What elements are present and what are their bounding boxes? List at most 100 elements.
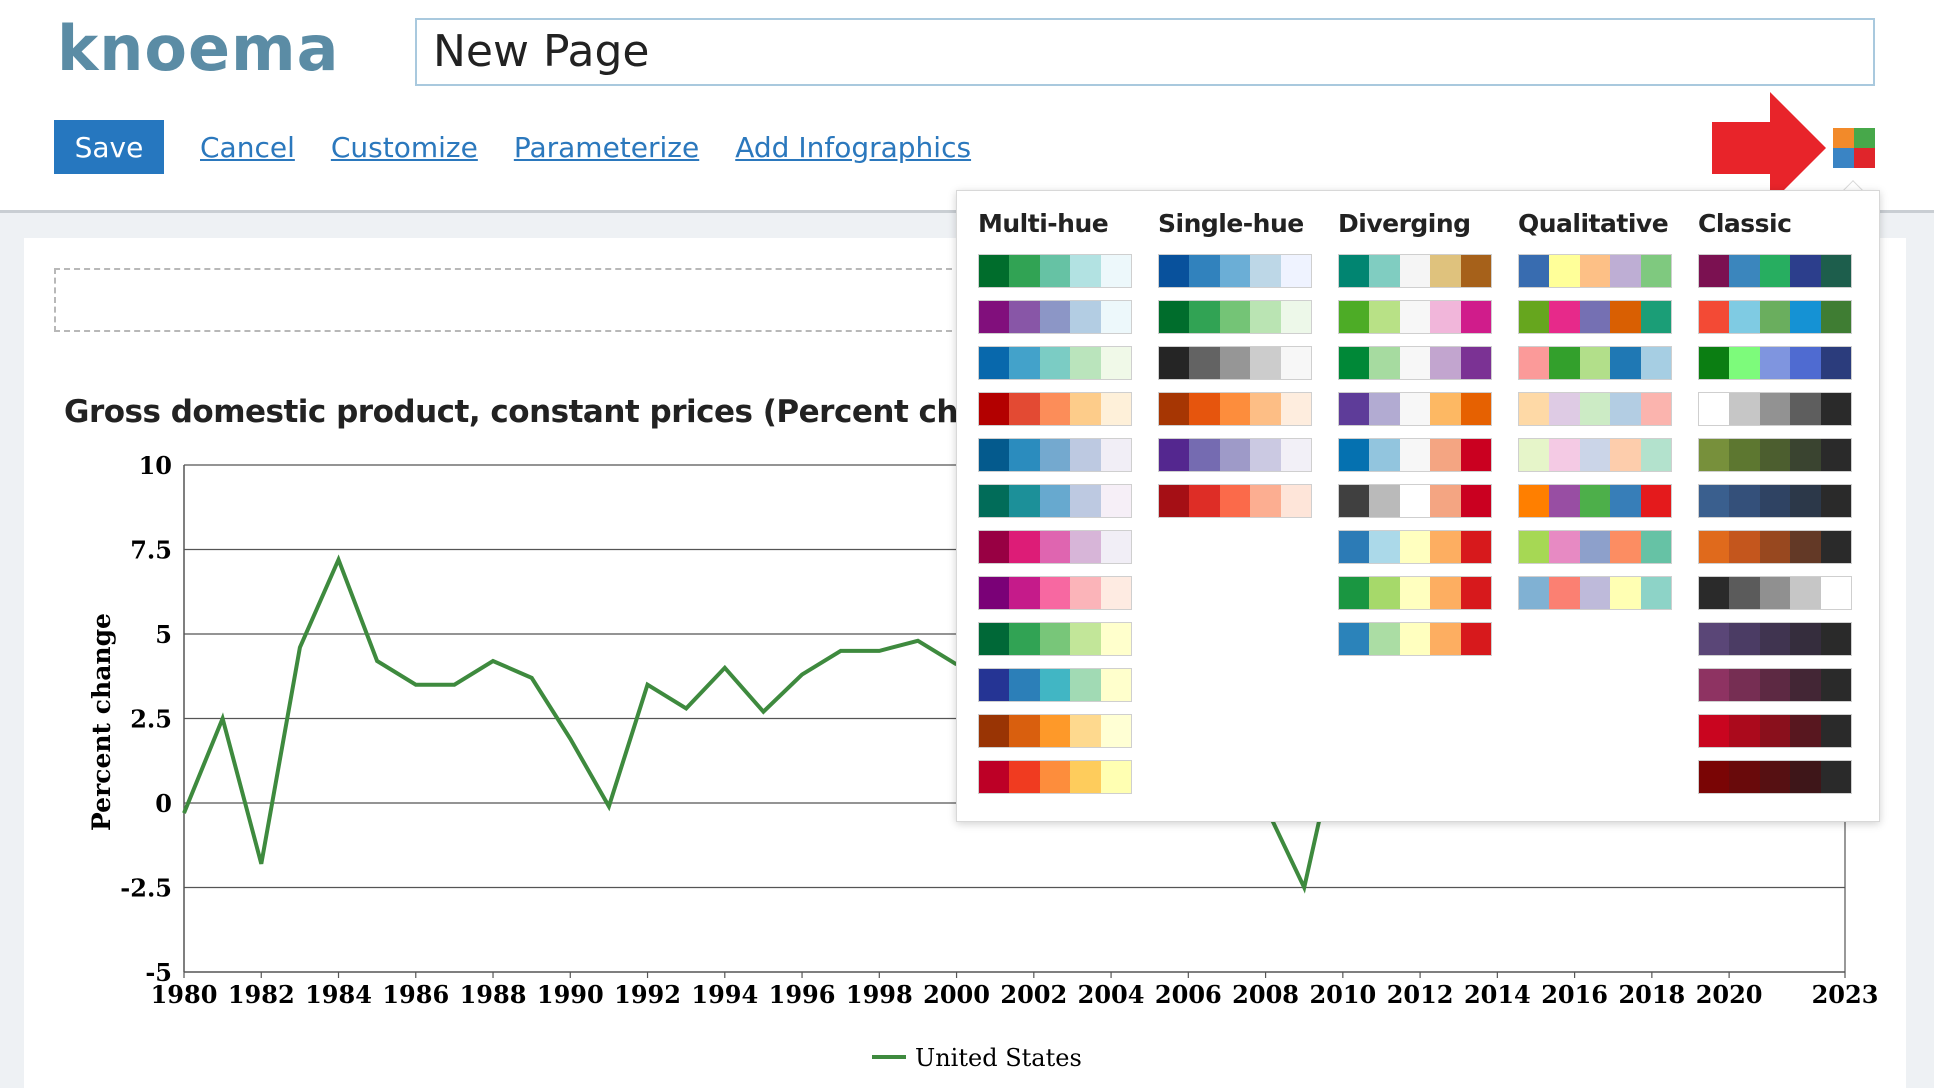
palette-swatch[interactable]: [1338, 484, 1492, 518]
swatch-color: [1790, 623, 1821, 655]
palette-swatch[interactable]: [1158, 438, 1312, 472]
swatch-color: [1460, 531, 1492, 563]
palette-swatch[interactable]: [1698, 714, 1852, 748]
swatch-color: [1369, 393, 1400, 425]
palette-swatch[interactable]: [1338, 300, 1492, 334]
palette-swatch[interactable]: [978, 254, 1132, 288]
palette-swatch[interactable]: [1158, 254, 1312, 288]
palette-swatch[interactable]: [1698, 484, 1852, 518]
swatch-color: [1699, 669, 1730, 701]
swatch-color: [1729, 577, 1760, 609]
swatch-color: [1100, 669, 1132, 701]
swatch-color: [1369, 301, 1400, 333]
palette-swatch[interactable]: [1698, 668, 1852, 702]
knoema-logo[interactable]: knoema: [57, 12, 340, 85]
palette-swatch[interactable]: [978, 530, 1132, 564]
palette-swatch[interactable]: [1518, 438, 1672, 472]
swatch-color: [1250, 393, 1281, 425]
customize-link[interactable]: Customize: [330, 130, 478, 164]
swatch-color: [1610, 577, 1641, 609]
add-infographics-link[interactable]: Add Infographics: [735, 130, 972, 164]
palette-swatch[interactable]: [1518, 346, 1672, 380]
palette-swatch[interactable]: [1158, 392, 1312, 426]
swatch-color: [1280, 439, 1312, 471]
swatch-color: [979, 393, 1010, 425]
swatch-color: [1070, 715, 1101, 747]
swatch-color: [1729, 393, 1760, 425]
palette-swatch[interactable]: [978, 760, 1132, 794]
swatch-color: [1820, 531, 1852, 563]
swatch-color: [1189, 439, 1220, 471]
swatch-color: [1820, 347, 1852, 379]
palette-swatch[interactable]: [1518, 530, 1672, 564]
palette-swatch[interactable]: [1698, 300, 1852, 334]
palette-swatch[interactable]: [978, 576, 1132, 610]
palette-swatch[interactable]: [978, 622, 1132, 656]
swatch-color: [1790, 347, 1821, 379]
palette-swatch[interactable]: [1158, 346, 1312, 380]
swatch-color: [979, 439, 1010, 471]
palette-swatch[interactable]: [1338, 438, 1492, 472]
swatch-color: [1280, 347, 1312, 379]
palette-swatch[interactable]: [1698, 576, 1852, 610]
parameterize-link[interactable]: Parameterize: [513, 130, 700, 164]
cancel-link[interactable]: Cancel: [200, 130, 295, 164]
swatch-color: [1430, 439, 1461, 471]
swatch-color: [1250, 255, 1281, 287]
palette-swatch[interactable]: [1698, 760, 1852, 794]
swatch-color: [1820, 761, 1852, 793]
swatch-color: [1460, 439, 1492, 471]
palette-swatch[interactable]: [1518, 300, 1672, 334]
swatch-color: [1610, 485, 1641, 517]
palette-swatch[interactable]: [1518, 576, 1672, 610]
swatch-color: [1070, 669, 1101, 701]
swatch-color: [1159, 485, 1190, 517]
palette-swatch[interactable]: [1698, 622, 1852, 656]
palette-swatch[interactable]: [978, 346, 1132, 380]
palette-swatch[interactable]: [1338, 346, 1492, 380]
color-palette-icon[interactable]: [1833, 128, 1875, 168]
palette-swatch[interactable]: [1338, 392, 1492, 426]
swatch-color: [1430, 577, 1461, 609]
swatch-color: [1729, 715, 1760, 747]
swatch-color: [1579, 347, 1611, 379]
palette-swatch[interactable]: [1518, 392, 1672, 426]
swatch-color: [1460, 347, 1492, 379]
palette-swatch[interactable]: [1338, 530, 1492, 564]
palette-swatch[interactable]: [1338, 622, 1492, 656]
palette-swatch[interactable]: [1158, 484, 1312, 518]
palette-swatch[interactable]: [978, 714, 1132, 748]
swatch-color: [1070, 531, 1101, 563]
swatch-color: [1820, 577, 1852, 609]
swatch-color: [1339, 347, 1370, 379]
swatch-color: [1070, 485, 1101, 517]
swatch-color: [1699, 393, 1730, 425]
swatch-color: [1610, 301, 1641, 333]
palette-swatch[interactable]: [1698, 346, 1852, 380]
palette-swatch[interactable]: [1698, 392, 1852, 426]
palette-swatch[interactable]: [1518, 484, 1672, 518]
swatch-color: [1339, 393, 1370, 425]
palette-swatch[interactable]: [978, 300, 1132, 334]
palette-swatch[interactable]: [978, 668, 1132, 702]
swatch-color: [1729, 485, 1760, 517]
page-title-input[interactable]: New Page: [415, 18, 1875, 86]
swatch-color: [1009, 255, 1040, 287]
palette-swatch[interactable]: [978, 438, 1132, 472]
swatch-color: [1039, 347, 1071, 379]
palette-swatch[interactable]: [1158, 300, 1312, 334]
palette-swatch[interactable]: [978, 484, 1132, 518]
swatch-color: [1280, 255, 1312, 287]
swatch-color: [1610, 347, 1641, 379]
swatch-color: [1219, 485, 1251, 517]
palette-swatch[interactable]: [1338, 576, 1492, 610]
save-button[interactable]: Save: [54, 120, 164, 174]
palette-swatch[interactable]: [1518, 254, 1672, 288]
palette-swatch[interactable]: [1698, 438, 1852, 472]
swatch-color: [1070, 761, 1101, 793]
palette-swatch[interactable]: [1698, 530, 1852, 564]
palette-swatch[interactable]: [1698, 254, 1852, 288]
palette-swatch[interactable]: [978, 392, 1132, 426]
swatch-color: [1430, 347, 1461, 379]
palette-swatch[interactable]: [1338, 254, 1492, 288]
